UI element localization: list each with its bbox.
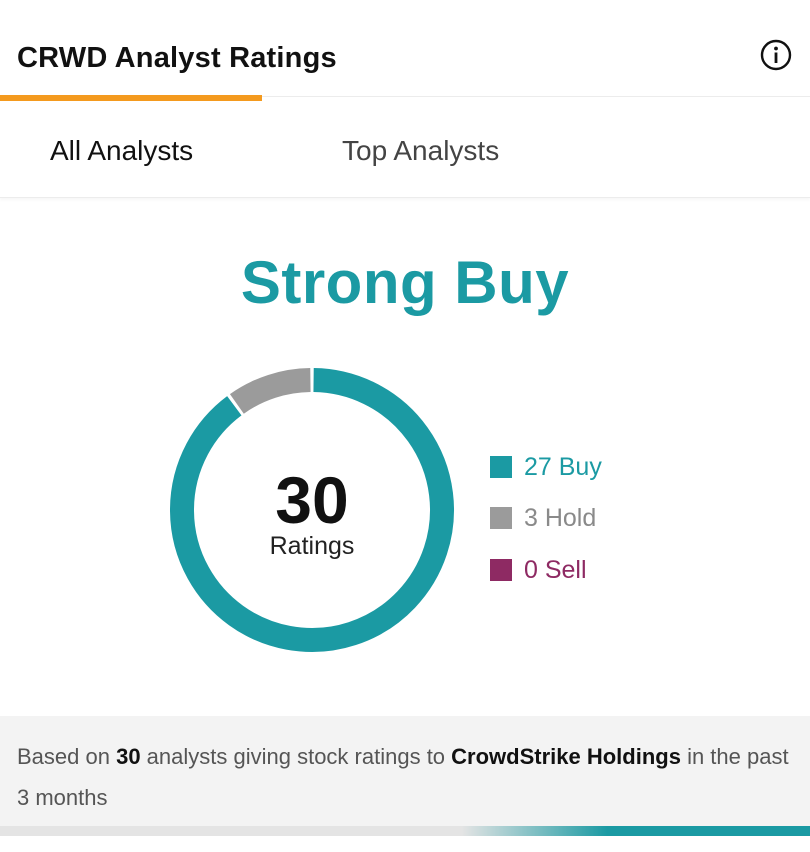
sell-swatch — [490, 559, 512, 581]
ratings-total: 30 — [275, 463, 349, 537]
legend-label-hold: 3 Hold — [524, 503, 597, 532]
buy-swatch — [490, 456, 512, 478]
ratings-total-label: Ratings — [269, 532, 355, 560]
footer-suffix: in the past 3 months — [17, 744, 789, 810]
ratings-footer: Based on 30 analysts giving stock rating… — [0, 716, 810, 826]
legend-item-buy: 27 Buy — [490, 452, 602, 482]
footer-company: CrowdStrike Holdings — [451, 744, 681, 769]
active-tab-indicator — [0, 95, 262, 101]
legend-label-buy: 27 Buy — [524, 452, 602, 481]
legend-label-sell: 0 Sell — [524, 555, 587, 584]
tab-all-analysts[interactable]: All Analysts — [50, 135, 194, 166]
footer-count: 30 — [116, 744, 141, 769]
widget-header: CRWD Analyst Ratings — [0, 0, 810, 96]
footer-prefix: Based on — [17, 744, 117, 769]
donut-slice-hold — [229, 368, 311, 414]
bottom-progress-bar — [0, 826, 810, 836]
legend-item-sell: 0 Sell — [490, 555, 587, 585]
tab-top-analysts[interactable]: Top Analysts — [342, 135, 500, 166]
donut-slice-buy — [170, 368, 454, 652]
consensus-rating: Strong Buy — [240, 249, 570, 316]
legend-item-hold: 3 Hold — [490, 503, 596, 533]
analyst-tabs: All Analysts Top Analysts — [0, 95, 810, 198]
ratings-donut-chart — [170, 368, 454, 652]
widget-title: CRWD Analyst Ratings — [17, 42, 337, 74]
info-icon[interactable] — [760, 39, 792, 71]
hold-swatch — [490, 507, 512, 529]
footer-middle: analysts giving stock ratings to — [140, 744, 452, 769]
ratings-description: Based on 30 analysts giving stock rating… — [17, 736, 797, 818]
